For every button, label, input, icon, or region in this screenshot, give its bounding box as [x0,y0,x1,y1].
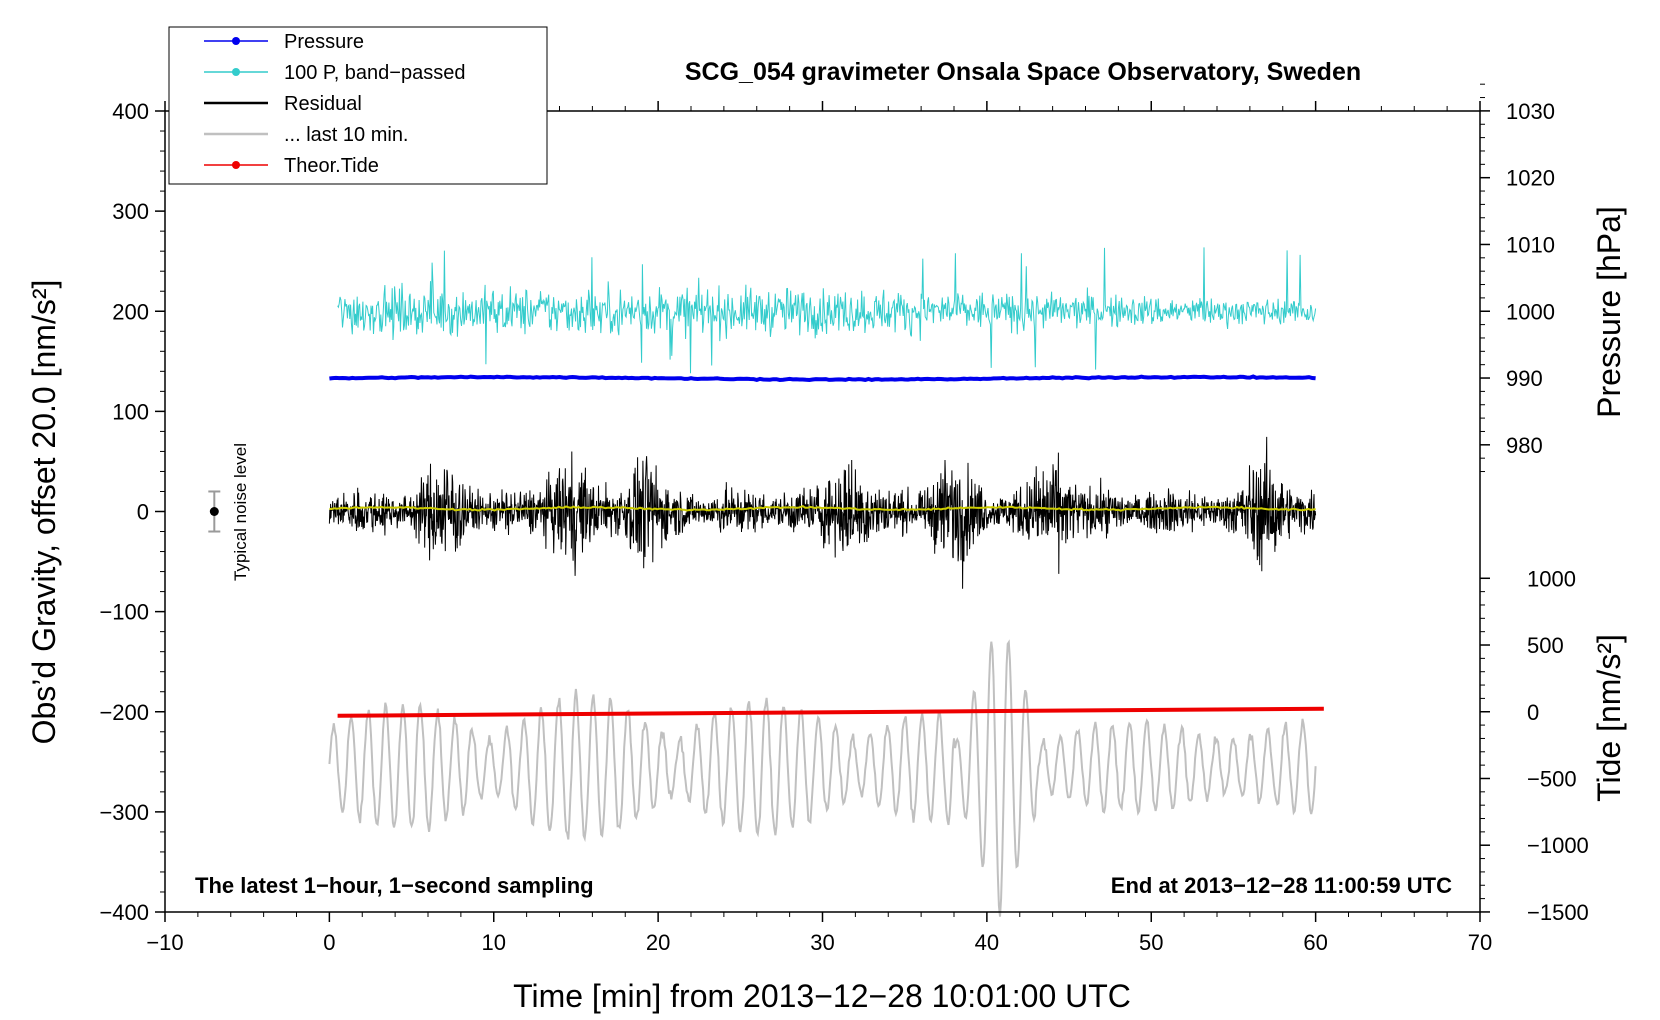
pressure-tick-label: 980 [1506,433,1543,458]
pressure-tick-label: 1000 [1506,299,1555,324]
legend-swatch-marker [232,161,240,169]
y-axis-left-title: Obs’d Gravity, offset 20.0 [nm/s²] [26,280,62,745]
pressure-tick-label: 1030 [1506,99,1555,124]
x-tick-label: 10 [482,930,506,955]
x-tick-label: 20 [646,930,670,955]
legend-box [168,26,548,185]
x-axis-ticks: −10 0 10 20 30 40 50 60 70 [146,101,1492,955]
end-time-note: End at 2013−12−28 11:00:59 UTC [1111,873,1452,898]
pressure-axis-title: Pressure [hPa] [1591,206,1627,418]
band-passed-pressure-series [337,247,1317,374]
y-tick-label: −300 [99,800,149,825]
theor-tide-line [337,706,1324,718]
y-tick-label: −100 [99,600,149,625]
legend-item-pressure: Pressure [284,31,364,53]
last-10-min-line [328,639,1317,917]
pressure-tick-label: 990 [1506,366,1543,391]
legend-item-residual: Residual [284,93,362,115]
x-tick-label: 70 [1468,930,1492,955]
residual-line [328,436,1317,589]
y-tick-label: 200 [112,299,149,324]
legend-swatch-marker [232,37,240,45]
pressure-tick-label: 1020 [1506,166,1555,191]
y-tick-label: 100 [112,399,149,424]
y-tick-label: 300 [112,199,149,224]
y-tick-label: −200 [99,700,149,725]
pressure-series [329,374,1316,383]
residual-mean-line [329,504,1316,512]
tide-tick-label: −1000 [1527,833,1589,858]
tide-tick-label: −1500 [1527,900,1589,925]
legend-swatch-marker [232,68,240,76]
pressure-axis-ticks: 1030 1020 1010 1000 990 980 [1480,83,1555,473]
sampling-note: The latest 1−hour, 1−second sampling [195,873,594,898]
chart-title: SCG_054 gravimeter Onsala Space Observat… [685,58,1361,86]
x-axis-title: Time [min] from 2013−12−28 10:01:00 UTC [513,978,1131,1014]
legend-swatches [204,37,268,169]
legend-item-theor-tide: Theor.Tide [284,155,379,177]
pressure-tick-label: 1010 [1506,232,1555,257]
noise-bar-dot [209,507,219,516]
x-tick-label: 40 [975,930,999,955]
tide-tick-label: 1000 [1527,566,1576,591]
tide-axis-title: Tide [nm/s²] [1591,634,1627,802]
residual-mean-series [329,504,1316,512]
x-tick-label: 60 [1303,930,1327,955]
tide-tick-label: 0 [1527,700,1539,725]
legend-item-last-10-min: ... last 10 min. [284,124,409,146]
band-passed-line [337,247,1317,374]
residual-series [328,436,1317,589]
theoretical-tide-series [337,706,1324,718]
tide-axis-ticks: 1000 500 0 −500 −1000 −1500 [1480,566,1589,925]
legend-item-band-passed: 100 P, band−passed [284,62,465,84]
tide-tick-label: 500 [1527,633,1564,658]
pressure-line [329,374,1316,383]
y-tick-label: −400 [99,900,149,925]
x-tick-label: 30 [810,930,834,955]
x-tick-label: 0 [323,930,335,955]
y-tick-label: 400 [112,99,149,124]
tide-tick-label: −500 [1527,766,1577,791]
x-tick-label: 50 [1139,930,1163,955]
last-10-min-series [328,639,1317,917]
y-tick-label: 0 [137,500,149,525]
typical-noise-bar [208,490,221,533]
noise-bar-label: Typical noise level [231,443,250,581]
legend: Pressure 100 P, band−passed Residual ...… [168,26,548,185]
y-axis-left-ticks: 400 300 200 100 0 −100 −200 −300 −400 [99,99,165,925]
x-tick-label: −10 [146,930,183,955]
